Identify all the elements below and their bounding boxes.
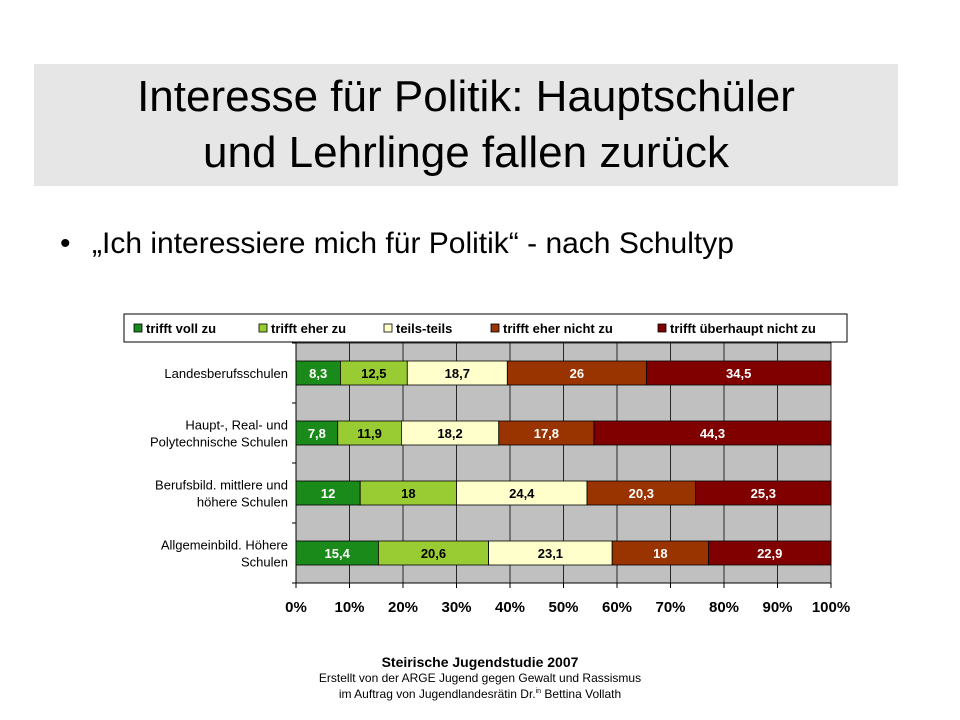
- legend-label: trifft eher zu: [271, 321, 346, 336]
- category-label: höhere Schulen: [197, 495, 288, 510]
- x-tick-label: 90%: [762, 599, 792, 616]
- data-label: 8,3: [309, 366, 327, 381]
- data-label: 12,5: [361, 366, 386, 381]
- title-box: Interesse für Politik: Hauptschüler und …: [34, 64, 898, 186]
- data-label: 12: [321, 486, 335, 501]
- x-tick-label: 0%: [285, 599, 307, 616]
- bar-segment: [586, 480, 697, 506]
- bar-segment: [488, 540, 613, 566]
- category-label: Haupt-, Real- und: [185, 418, 288, 433]
- bar-segment: [646, 360, 832, 386]
- x-tick-label: 40%: [495, 599, 525, 616]
- data-label: 26: [570, 366, 584, 381]
- bar-segment: [340, 360, 408, 386]
- legend-label: trifft überhaupt nicht zu: [670, 321, 816, 336]
- legend-label: trifft voll zu: [146, 321, 216, 336]
- footer-title: Steirische Jugendstudie 2007: [381, 654, 579, 670]
- data-label: 25,3: [751, 486, 776, 501]
- slide-title-line-1: Interesse für Politik: Hauptschüler: [137, 72, 795, 121]
- category-label: Landesberufsschulen: [164, 366, 288, 381]
- x-tick-label: 100%: [812, 599, 850, 616]
- data-label: 15,4: [325, 546, 351, 561]
- data-label: 17,8: [534, 426, 559, 441]
- bullet-item: • „Ich interessiere mich für Politik“ - n…: [60, 224, 734, 264]
- bar-segment: [708, 540, 832, 566]
- bar-segment: [611, 540, 709, 566]
- x-tick-label: 80%: [709, 599, 739, 616]
- x-tick-label: 30%: [441, 599, 471, 616]
- data-label: 18,2: [437, 426, 462, 441]
- data-label: 11,9: [357, 426, 382, 441]
- category-label: Polytechnische Schulen: [150, 435, 288, 450]
- footer-credit-suffix: Bettina Vollath: [541, 687, 622, 701]
- footer: Steirische Jugendstudie 2007 Erstellt vo…: [0, 654, 960, 701]
- bullet-symbol: •: [60, 227, 71, 260]
- data-label: 22,9: [757, 546, 782, 561]
- legend-swatch: [657, 323, 667, 333]
- legend-swatch: [133, 323, 143, 333]
- x-tick-label: 70%: [655, 599, 685, 616]
- bar-segment: [695, 480, 832, 506]
- category-label: Schulen: [241, 555, 288, 570]
- bar-segment: [295, 360, 341, 386]
- bar-segment: [295, 480, 361, 506]
- data-label: 18,7: [445, 366, 470, 381]
- legend-box: [123, 313, 848, 343]
- data-label: 20,6: [421, 546, 446, 561]
- category-label: Berufsbild. mittlere und: [155, 478, 288, 493]
- x-tick-label: 10%: [334, 599, 364, 616]
- bar-segment: [295, 540, 379, 566]
- data-label: 23,1: [538, 546, 563, 561]
- legend-swatch: [258, 323, 268, 333]
- legend-swatch: [383, 323, 393, 333]
- legend-swatch: [490, 323, 500, 333]
- legend-label: trifft eher nicht zu: [503, 321, 613, 336]
- footer-credit-superscript: in: [535, 688, 542, 695]
- data-label: 34,5: [726, 366, 751, 381]
- data-label: 18: [653, 546, 667, 561]
- data-label: 20,3: [629, 486, 654, 501]
- x-tick-label: 50%: [548, 599, 578, 616]
- data-label: 44,3: [700, 426, 725, 441]
- data-label: 24,4: [509, 486, 535, 501]
- slide-title-line-2: und Lehrlinge fallen zurück: [203, 128, 729, 177]
- bar-segment: [400, 420, 500, 446]
- bar-segment: [593, 420, 832, 446]
- category-label: Allgemeinbild. Höhere: [161, 538, 288, 553]
- bar-segment: [337, 420, 402, 446]
- bullet-text: „Ich interessiere mich für Politik“ - na…: [92, 227, 734, 260]
- x-tick-label: 20%: [388, 599, 418, 616]
- x-tick-label: 60%: [602, 599, 632, 616]
- legend-label: teils-teils: [396, 321, 452, 336]
- footer-credit-line-2: im Auftrag von Jugendlandesrätin Dr.in B…: [0, 685, 960, 701]
- data-label: 7,8: [308, 426, 326, 441]
- bar-segment: [456, 480, 588, 506]
- bar-segment: [377, 540, 490, 566]
- bar-segment: [406, 360, 508, 386]
- footer-credit-prefix: im Auftrag von Jugendlandesrätin Dr.: [338, 687, 536, 701]
- bar-segment: [498, 420, 595, 446]
- data-label: 18: [401, 486, 415, 501]
- footer-credit-line-1: Erstellt von der ARGE Jugend gegen Gewal…: [318, 671, 642, 685]
